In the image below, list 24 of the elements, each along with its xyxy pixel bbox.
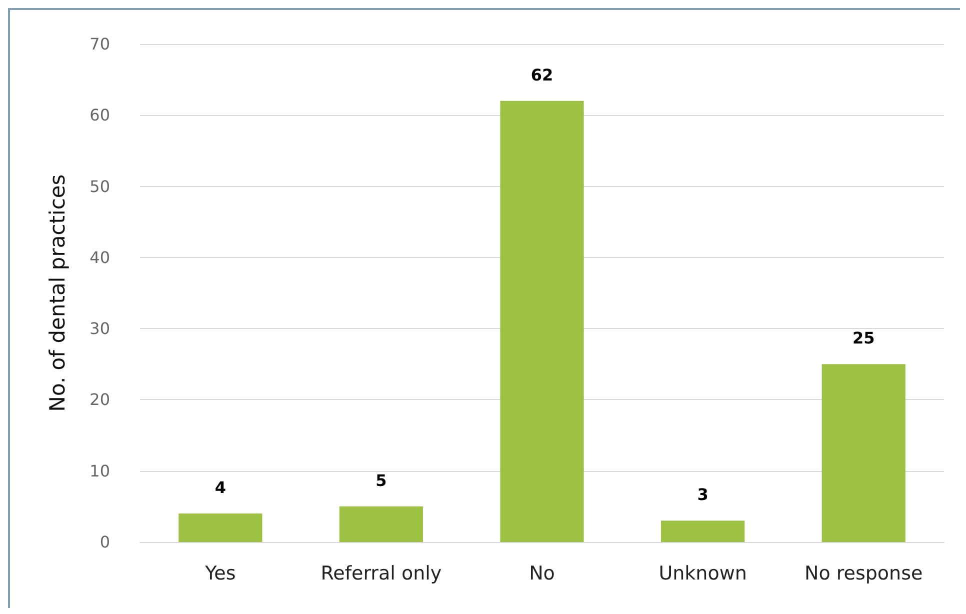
x-tick-label: No response — [804, 562, 923, 584]
y-tick-label: 70 — [90, 34, 110, 54]
data-label: 25 — [852, 328, 875, 348]
bar — [660, 520, 745, 542]
y-tick-label: 10 — [90, 461, 110, 480]
bar — [500, 100, 584, 542]
y-axis-title: No. of dental practices — [46, 174, 70, 412]
bar — [178, 514, 262, 542]
bar — [339, 506, 424, 542]
x-tick-label: Yes — [204, 562, 236, 584]
data-label: 4 — [214, 478, 226, 498]
x-tick-label: No — [529, 562, 555, 584]
bar — [822, 364, 906, 542]
x-tick-label: Referral only — [320, 562, 442, 584]
y-tick-label: 20 — [90, 390, 110, 410]
x-tick-label: Unknown — [658, 562, 747, 584]
y-tick-label: 40 — [90, 248, 110, 267]
y-tick-label: 0 — [100, 532, 110, 552]
y-tick-label: 30 — [90, 319, 110, 338]
y-tick-label: 60 — [90, 106, 110, 125]
data-label: 3 — [697, 485, 708, 504]
data-label: 5 — [376, 470, 387, 490]
y-tick-label: 50 — [90, 176, 110, 196]
data-label: 62 — [530, 65, 554, 84]
